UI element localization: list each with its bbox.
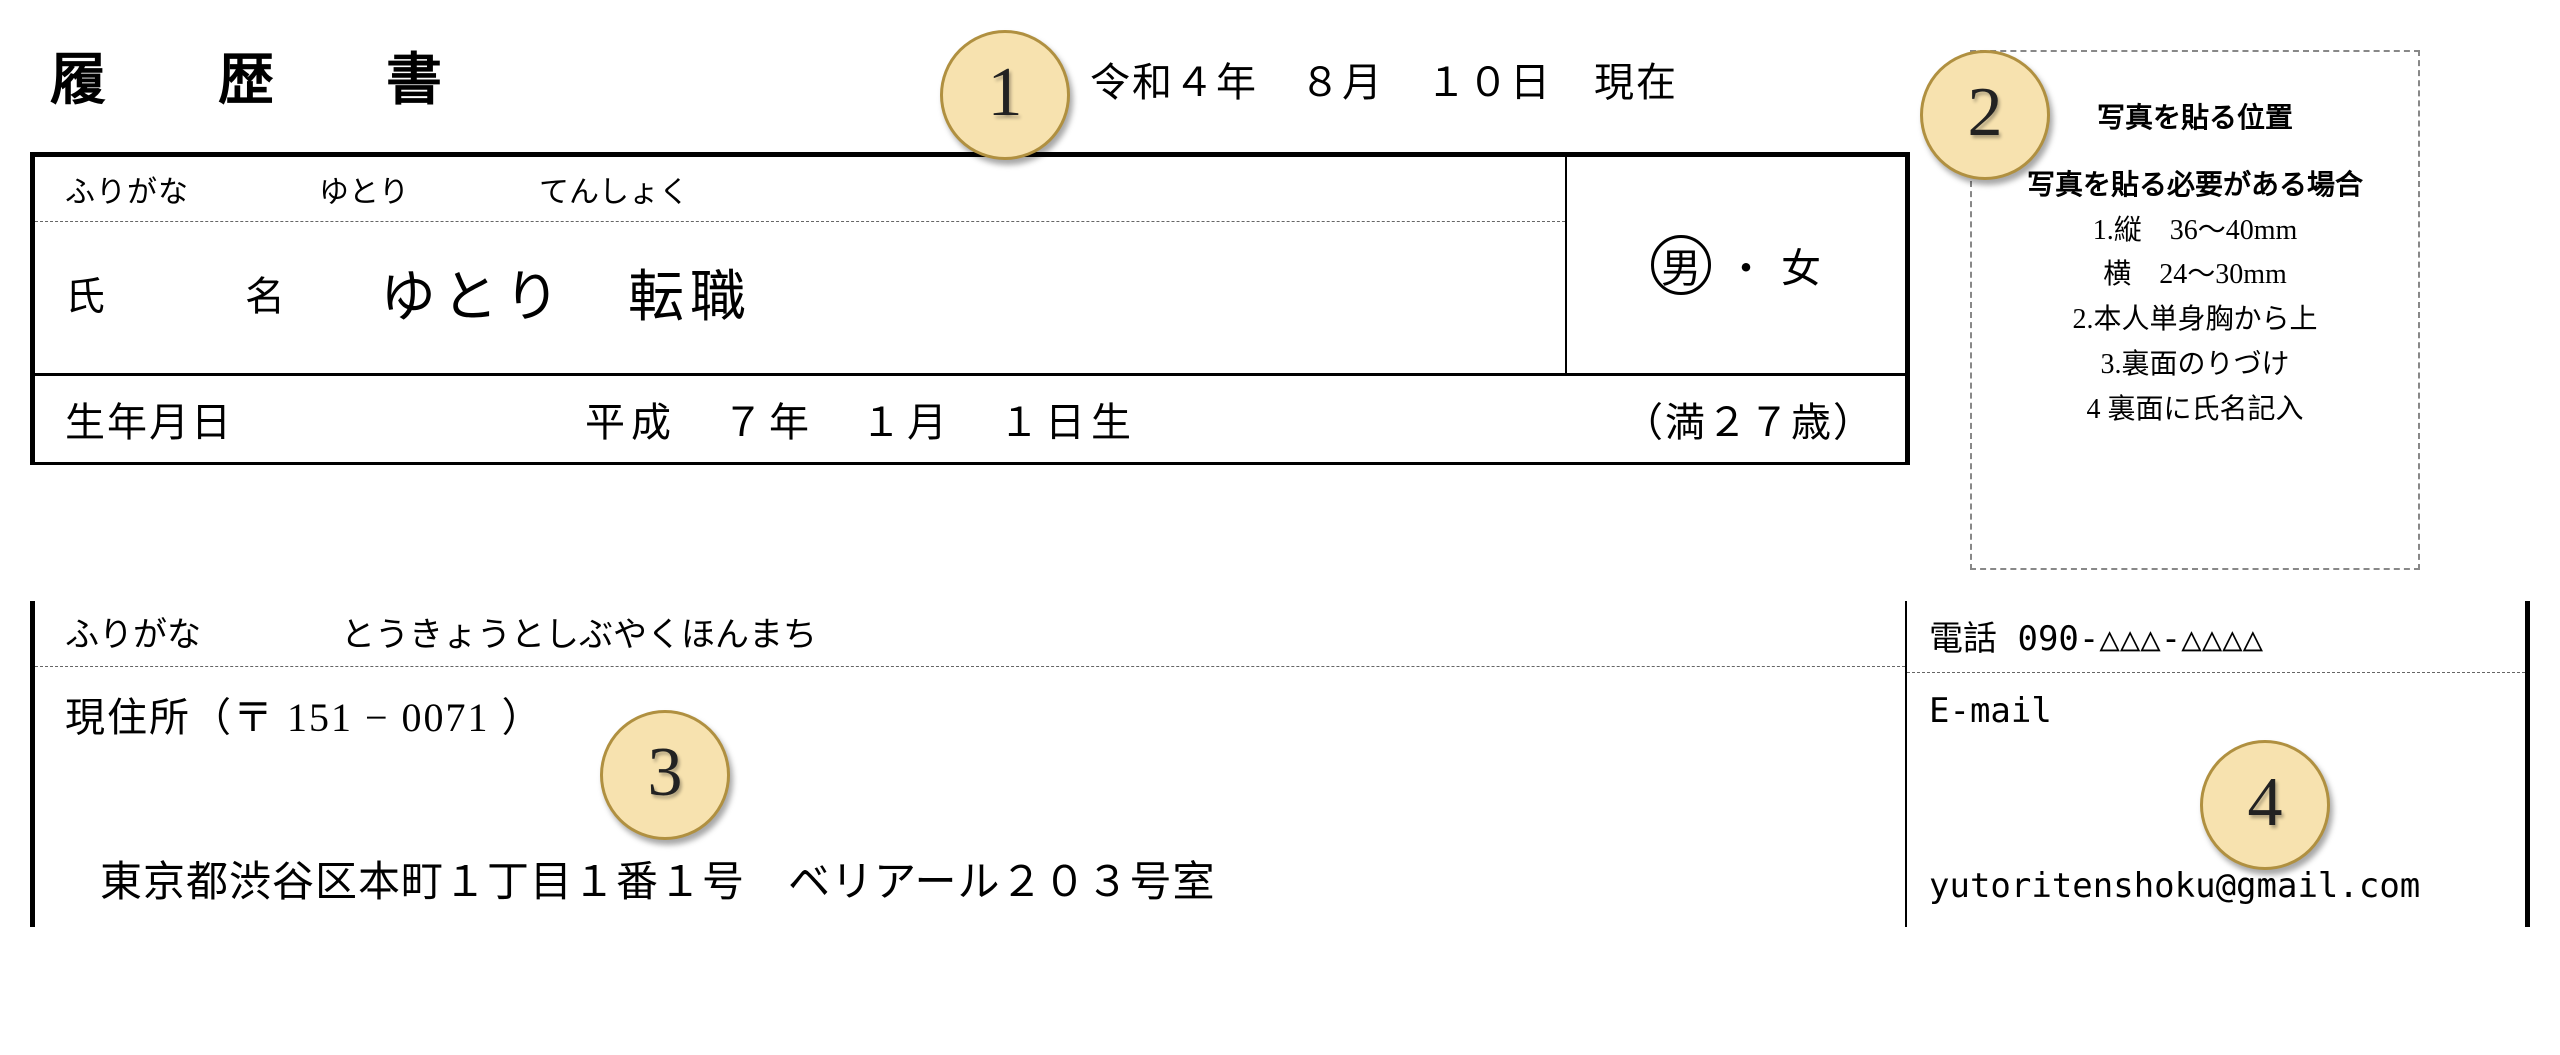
annotation-badge-3: 3 [600,710,730,840]
name-left-column: ふりがな ゆとり てんしょく 氏 名 ゆとり 転職 [35,157,1565,373]
gender-male-selected: 男 [1651,235,1711,295]
address-body: 現住所（〒 151 − 0071 ） 東京都渋谷区本町１丁目１番１号 ベリアール… [35,667,1905,927]
address-furigana-label: ふりがな [65,607,201,656]
phone-value: 090-△△△-△△△△ [2017,619,2263,659]
furigana-given: てんしょく [539,167,689,211]
photo-box-title: 写真を貼る位置 [1992,97,2398,142]
resume-main-frame: ふりがな ゆとり てんしょく 氏 名 ゆとり 転職 男 ・ 女 生年月日 平成 … [30,152,1910,465]
address-postal-code: 151 − 0071 [287,695,490,740]
address-furigana-row: ふりがな とうきょうとしぶやくほんまち [35,601,1905,667]
annotation-badge-4: 4 [2200,740,2330,870]
photo-box-line4: 3.裏面のりづけ [1992,343,2398,388]
email-value: yutoritenshoku@gmail.com [1929,866,2503,906]
name-row: 氏 名 ゆとり 転職 [35,222,1565,373]
address-section: ふりがな とうきょうとしぶやくほんまち 現住所（〒 151 − 0071 ） 東… [30,601,2530,927]
gender-separator: ・ [1726,236,1766,294]
name-value: ゆとり 転職 [380,252,752,333]
birthdate-row: 生年月日 平成 ７年 １月 １日生 （満２７歳） [35,376,1905,465]
name-section: ふりがな ゆとり てんしょく 氏 名 ゆとり 転職 男 ・ 女 [35,157,1905,376]
annotation-badge-2: 2 [1920,50,2050,180]
birthdate-label: 生年月日 [65,390,585,448]
email-label: E-mail [1929,691,2503,731]
name-label: 氏 名 [65,264,335,322]
annotation-badge-1: 1 [940,30,1070,160]
gender-cell: 男 ・ 女 [1565,157,1905,373]
photo-box-line2: 横 24〜30mm [1992,253,2398,298]
gender-female: 女 [1781,236,1821,294]
address-left-column: ふりがな とうきょうとしぶやくほんまち 現住所（〒 151 − 0071 ） 東… [35,601,1905,927]
address-full: 東京都渋谷区本町１丁目１番１号 ベリアール２０３号室 [100,848,1875,909]
age-value: （満２７歳） [1623,390,1875,448]
phone-cell: 電話 090-△△△-△△△△ [1907,601,2525,673]
furigana-label: ふりがな [65,167,189,211]
address-furigana-value: とうきょうとしぶやくほんまち [341,607,817,656]
current-date: 令和４年 ８月 １０日 現在 [1090,50,1678,108]
document-title: 履 歴 書 [50,35,470,116]
photo-box-line3: 2.本人単身胸から上 [1992,298,2398,343]
address-postal-label: 現住所（〒 [65,695,275,740]
name-furigana-row: ふりがな ゆとり てんしょく [35,157,1565,222]
birthdate-value: 平成 ７年 １月 １日生 [585,390,1623,448]
address-postal-close: ） [502,695,544,740]
photo-box-subtitle: 写真を貼る必要がある場合 [1992,164,2398,209]
furigana-surname: ゆとり [319,167,409,211]
photo-box-line1: 1.縦 36〜40mm [1992,209,2398,254]
address-postal-line: 現住所（〒 151 − 0071 ） [65,685,1875,743]
phone-label: 電話 [1929,619,1997,659]
photo-box-line5: 4 裏面に氏名記入 [1992,388,2398,433]
